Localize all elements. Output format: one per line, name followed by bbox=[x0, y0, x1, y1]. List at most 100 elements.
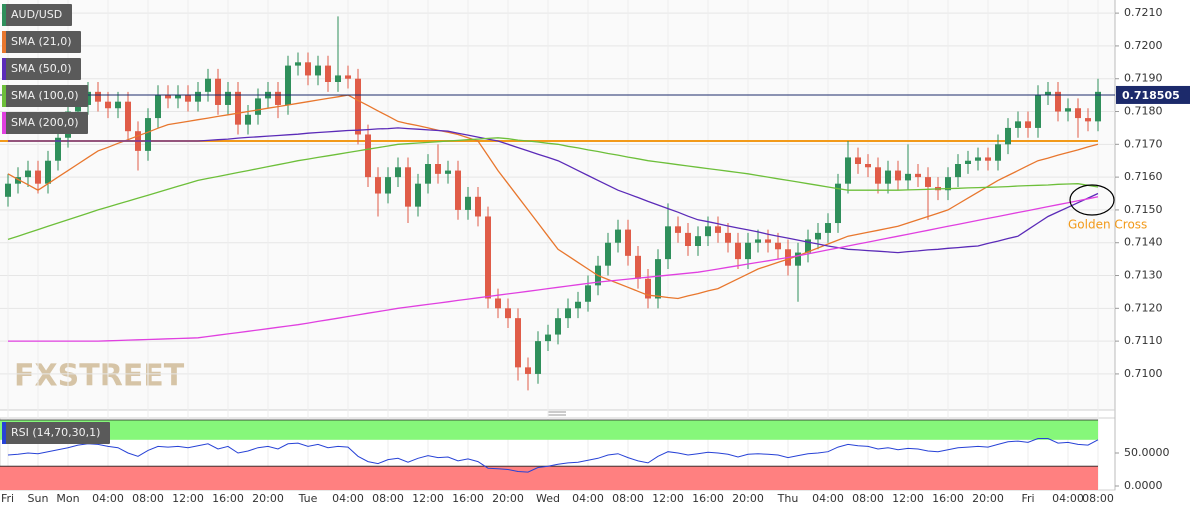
x-tick-label: 08:00 bbox=[372, 492, 404, 505]
candle-body bbox=[675, 226, 681, 233]
x-tick-label: 16:00 bbox=[212, 492, 244, 505]
candle-body bbox=[835, 183, 841, 224]
candle-body bbox=[395, 167, 401, 178]
candle-body bbox=[95, 91, 101, 102]
candle-body bbox=[645, 278, 651, 299]
candle-body bbox=[25, 170, 31, 178]
candle-body bbox=[5, 183, 11, 197]
y-tick-label: 0.7180 bbox=[1124, 105, 1163, 118]
candle-body bbox=[925, 177, 931, 187]
x-tick-label: 08:00 bbox=[1082, 492, 1114, 505]
x-tick-label: 12:00 bbox=[172, 492, 204, 505]
legend-box bbox=[2, 422, 110, 444]
y-tick-label: 0.7110 bbox=[1124, 334, 1163, 347]
candle-body bbox=[1075, 108, 1081, 119]
candle-body bbox=[905, 173, 911, 181]
legend-box bbox=[2, 31, 81, 53]
x-tick-label: 08:00 bbox=[612, 492, 644, 505]
candle-body bbox=[415, 183, 421, 207]
candle-body bbox=[1045, 91, 1051, 96]
candle-body bbox=[915, 173, 921, 178]
sma-line bbox=[8, 196, 1099, 342]
candle-body bbox=[165, 95, 171, 99]
candle-body bbox=[585, 285, 591, 302]
overlay: 0.718505 50.0000 0.0000 AUD/USD SMA (21,0) SM… bbox=[0, 4, 1190, 492]
candle-body bbox=[385, 177, 391, 194]
x-tick-label: 16:00 bbox=[932, 492, 964, 505]
legend-swatch bbox=[2, 31, 6, 53]
x-tick-label: 04:00 bbox=[1052, 492, 1084, 505]
rsi-zone bbox=[0, 420, 1098, 440]
watermark: FXSTREET bbox=[14, 359, 185, 394]
y-tick-label: 0.7210 bbox=[1124, 6, 1163, 19]
candle-body bbox=[1015, 121, 1021, 128]
candle-body bbox=[1095, 91, 1101, 122]
candle-body bbox=[955, 164, 961, 178]
legend-text: SMA (50,0) bbox=[11, 62, 72, 75]
legend-box bbox=[2, 58, 81, 80]
rsi-zone bbox=[0, 466, 1098, 490]
y-tick-label: 0.7100 bbox=[1124, 367, 1163, 380]
x-tick-label: 12:00 bbox=[412, 492, 444, 505]
annotation: Golden Cross bbox=[1068, 218, 1147, 232]
x-tick-label: 16:00 bbox=[692, 492, 724, 505]
candle-body bbox=[365, 134, 371, 178]
candle-body bbox=[625, 229, 631, 256]
price-label: 0.718505 bbox=[1122, 89, 1180, 102]
candle-body bbox=[555, 318, 561, 335]
candle-body bbox=[1085, 118, 1091, 122]
candle-body bbox=[435, 164, 441, 174]
candle-body bbox=[305, 62, 311, 76]
candle-body bbox=[455, 170, 461, 210]
sma-line bbox=[7, 137, 1099, 241]
legend-swatch bbox=[2, 4, 6, 26]
candle-body bbox=[795, 252, 801, 266]
y-tick-label: 0.7130 bbox=[1124, 269, 1163, 282]
candle-body bbox=[865, 164, 871, 168]
candle-body bbox=[405, 167, 411, 207]
y-tick-label: 0.7150 bbox=[1124, 203, 1163, 216]
legend-swatch bbox=[2, 85, 6, 107]
legend-swatch bbox=[2, 422, 6, 444]
x-tick-label: 12:00 bbox=[892, 492, 924, 505]
x-tick-label: 08:00 bbox=[852, 492, 884, 505]
candle-body bbox=[35, 170, 41, 184]
candle-body bbox=[875, 167, 881, 184]
candle-body bbox=[535, 341, 541, 374]
candle-body bbox=[825, 223, 831, 233]
candle-body bbox=[195, 91, 201, 102]
candle-body bbox=[425, 164, 431, 184]
candle-body bbox=[275, 91, 281, 105]
candle-body bbox=[125, 101, 131, 132]
candle-body bbox=[315, 65, 321, 76]
x-tick-label: Thu bbox=[777, 492, 799, 505]
candle-body bbox=[965, 160, 971, 164]
x-tick-label: 20:00 bbox=[732, 492, 764, 505]
candle-body bbox=[205, 78, 211, 92]
price-label-box bbox=[1116, 85, 1190, 104]
candle-body bbox=[45, 160, 51, 184]
legend-text: SMA (200,0) bbox=[11, 116, 79, 129]
annotation-circle bbox=[1069, 184, 1115, 216]
legend-text: SMA (21,0) bbox=[11, 35, 72, 48]
candle-body bbox=[715, 226, 721, 233]
candle-body bbox=[685, 232, 691, 246]
sma-line bbox=[7, 94, 1099, 300]
candle-body bbox=[765, 239, 771, 243]
x-tick-label: 20:00 bbox=[252, 492, 284, 505]
candle-body bbox=[225, 91, 231, 105]
candle-body bbox=[515, 318, 521, 368]
legend-swatch bbox=[2, 112, 6, 134]
candle-body bbox=[655, 259, 661, 299]
candle-body bbox=[565, 308, 571, 319]
x-tick-label: Fri bbox=[1, 492, 14, 505]
candle-body bbox=[725, 232, 731, 243]
candle-body bbox=[1055, 91, 1061, 112]
x-tick-label: 04:00 bbox=[92, 492, 124, 505]
candle-body bbox=[705, 226, 711, 237]
candle-body bbox=[15, 177, 21, 184]
y-tick-label: 0.7170 bbox=[1124, 137, 1163, 150]
sma-line bbox=[8, 127, 1099, 254]
